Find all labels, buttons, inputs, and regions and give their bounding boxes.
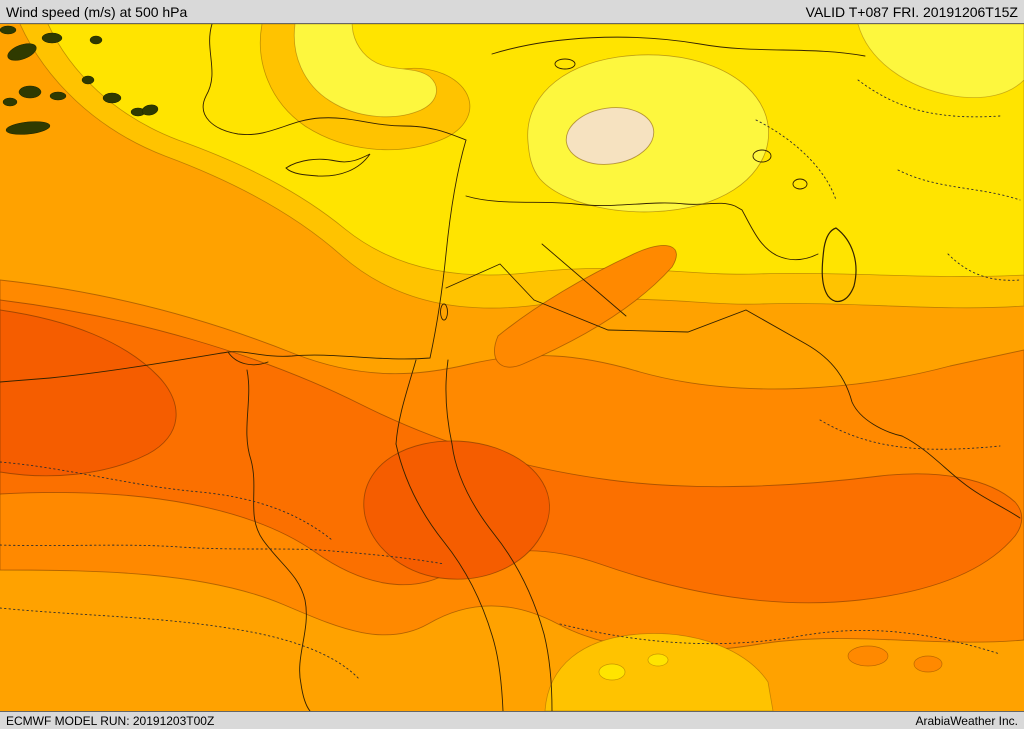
border-libya-south-dotted [0,607,361,681]
border-jordan-iraq [445,263,535,301]
turkey-west-south-coast [202,24,467,141]
strong-orange-core-sinai [363,440,550,580]
coastlines [0,24,1021,711]
nile-delta [227,351,269,366]
yellow-spot-south-2 [647,653,669,667]
island-icon [81,75,95,85]
cream-minimum-core [565,107,655,165]
border-turkey-syria-iraq [465,195,819,261]
provider-label: ArabiaWeather Inc. [915,713,1019,728]
border-saudi-iraq [533,299,903,437]
island-icon [0,25,17,35]
contour-fills [0,24,1024,711]
cyprus-island [285,153,371,177]
amber-patch-south [544,633,774,711]
gulf-of-suez [395,359,417,445]
red-sea-west-coast [395,443,504,711]
wind-contour-map [0,24,1024,711]
border-syria-iraq [541,243,627,317]
footer-bar: ECMWF MODEL RUN: 20191203T00Z ArabiaWeat… [0,711,1024,729]
map-title: Wind speed (m/s) at 500 hPa [6,3,188,20]
country-borders-solid [445,195,903,437]
deep-orange-band [0,299,1023,604]
country-borders-dotted [0,79,1021,681]
model-run-label: ECMWF MODEL RUN: 20191203T00Z [6,713,215,728]
dark-orange-spot-southeast-2 [913,655,943,673]
red-sea-east-coast [451,443,553,711]
lake-urmia [792,178,808,190]
border-saudi-inner-dotted [819,419,1001,450]
lake-tuz [554,58,576,70]
map-canvas [0,24,1024,711]
black-sea-coast [491,36,866,57]
dead-sea [440,303,448,321]
island-crete [5,121,51,135]
island-icon [141,104,159,116]
valid-time-label: VALID T+087 FRI. 20191206T15Z [805,3,1018,20]
dark-orange-strip-syria [494,244,677,368]
levant-egypt-coast [0,139,467,383]
island-icon [102,92,122,104]
island-icon [18,85,42,99]
persian-gulf-coast [901,435,1021,519]
border-saudi-south-dotted [559,623,1001,655]
island-icon [41,32,63,44]
border-iran-inner-dotted [897,169,1021,201]
border-iran-west-dotted [755,119,837,201]
header-bar: Wind speed (m/s) at 500 hPa VALID T+087 … [0,0,1024,24]
island-icon [7,43,37,61]
border-egypt-west-dotted [0,461,333,541]
lake-van [752,149,772,163]
island-icon [49,91,67,101]
island-icon [89,35,103,45]
border-egypt-sudan-dotted [0,544,445,565]
yellow-spot-south-1 [598,663,626,681]
aegean-islands [0,25,159,135]
gulf-of-aqaba [445,359,453,445]
island-icon [2,97,18,107]
strong-orange-core-west [0,309,177,477]
bright-yellow-hook [293,24,437,118]
caspian-sea-corner [821,227,857,303]
dark-orange-spot-southeast-1 [847,645,889,667]
bright-yellow-topright [857,24,1024,99]
nile-river [246,369,311,711]
